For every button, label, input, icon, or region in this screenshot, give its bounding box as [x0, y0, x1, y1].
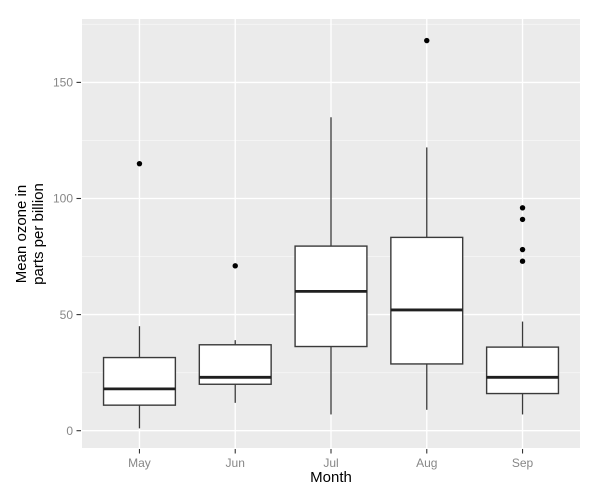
outlier-sep — [519, 216, 526, 223]
y-tick-label: 0 — [66, 424, 73, 438]
x-tick-label: Sep — [512, 456, 534, 470]
x-axis-title: Month — [310, 469, 352, 486]
y-axis-title: Mean ozone in parts per billion — [13, 136, 49, 332]
x-tick-label: Jun — [226, 456, 245, 470]
x-tick-label: May — [128, 456, 151, 470]
outlier-sep — [519, 258, 526, 264]
outlier-sep — [519, 246, 526, 253]
outlier-may — [136, 160, 143, 167]
y-tick-label: 100 — [53, 192, 73, 206]
box-aug — [390, 236, 464, 365]
outlier-jun — [232, 263, 238, 269]
box-may — [102, 356, 177, 406]
y-axis-title-line2: parts per billion — [30, 183, 47, 285]
outlier-aug — [424, 37, 430, 44]
box-jul — [294, 245, 368, 348]
y-tick-label: 150 — [53, 76, 73, 90]
y-tick-label: 50 — [60, 308, 74, 322]
outlier-sep — [519, 205, 526, 211]
box-sep — [485, 346, 560, 395]
x-tick-label: Aug — [416, 456, 437, 470]
y-axis-title-line1: Mean ozone in — [13, 184, 30, 284]
x-tick-label: Jul — [323, 456, 338, 470]
